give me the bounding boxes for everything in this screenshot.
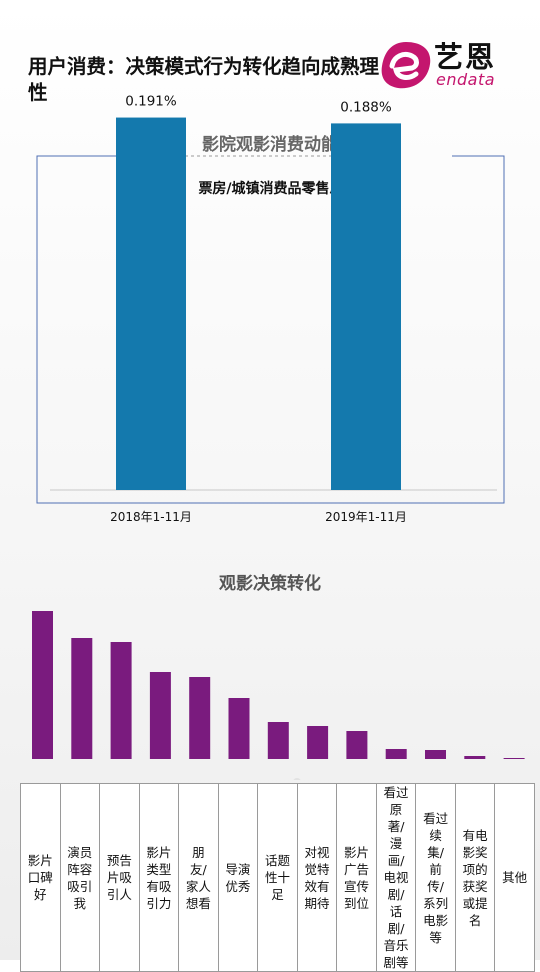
- factor-label-text: 看过原著/漫画/电视剧/话剧/音乐剧等: [383, 785, 409, 970]
- logo-chinese-text: 艺恩: [434, 40, 497, 74]
- factor-label-row: 影片口碑好 演员阵容吸引我 预告片吸引人 影片类型有吸引力 朋友/家人想看 导演优秀 话题性…: [20, 783, 535, 972]
- decision-factor-table: 影片口碑好 演员阵容吸引我 预告片吸引人 影片类型有吸引力 朋友/家人想看 导演优秀 话题性…: [20, 783, 535, 972]
- factor-label-text: 预告片吸引人: [106, 853, 132, 902]
- decision-factors-chart: [32, 611, 525, 780]
- factor-label-text: 话题性十足: [264, 853, 290, 902]
- factor-label-text: 看过续集/前传/系列电影等: [423, 810, 449, 945]
- factor-label-text: 影片口碑好: [27, 853, 53, 902]
- factor-bar-9: [346, 731, 368, 759]
- endata-logo-icon: [381, 42, 431, 89]
- factor-label-text: 影片广告宣传到位: [344, 844, 370, 911]
- factor-label-text: 有电影奖项的获奖或提名: [462, 827, 488, 928]
- factor-bar-8: [307, 726, 329, 759]
- logo-english-text: endata: [436, 70, 496, 89]
- factor-label-text: 其他: [502, 870, 528, 885]
- category-label-1: 2018年1-11月: [110, 510, 192, 524]
- section1-title: 影院观影消费动能: [202, 135, 338, 155]
- chart-frame: [36, 155, 505, 504]
- factor-label-7: 话题性十足: [257, 783, 298, 972]
- consumption-ratio-chart: 票房/城镇消费品零售总额 0.191% 2018年1-11月 0.188% 2019年…: [36, 94, 505, 524]
- factor-bar-3: [110, 642, 132, 759]
- factor-bar-2: [71, 638, 93, 759]
- bar-1: [116, 117, 186, 491]
- factor-label-5: 朋友/家人想看: [178, 783, 219, 972]
- factor-label-9: 影片广告宣传到位: [336, 783, 377, 972]
- bar-2: [331, 123, 401, 491]
- decorative-dot: [293, 778, 301, 780]
- factor-label-2: 演员阵容吸引我: [59, 783, 101, 972]
- factor-label-text: 影片类型有吸引力: [146, 844, 172, 911]
- factor-label-text: 演员阵容吸引我: [67, 844, 93, 911]
- factor-label-6: 导演优秀: [217, 783, 259, 972]
- factor-bar-1: [32, 611, 53, 759]
- factor-bar-12: [464, 756, 486, 759]
- section2-title: 观影决策转化: [219, 574, 321, 594]
- factor-label-1: 影片口碑好: [20, 783, 61, 972]
- factor-label-10: 看过原著/漫画/电视剧/话剧/音乐剧等: [375, 783, 417, 972]
- factor-bar-4: [149, 672, 171, 759]
- page-title: 用户消费：决策模式行为转化趋向成熟理性: [28, 55, 380, 104]
- factor-label-3: 预告片吸引人: [99, 783, 140, 972]
- factor-label-11: 看过续集/前传/系列电影等: [415, 783, 456, 972]
- chart-title: 票房/城镇消费品零售总额: [198, 180, 357, 197]
- value-label-2: 0.188%: [340, 99, 392, 115]
- factor-label-12: 有电影奖项的获奖或提名: [454, 783, 496, 972]
- factor-label-text: 导演优秀: [225, 861, 251, 894]
- factor-bar-11: [425, 750, 446, 759]
- factor-bar-5: [189, 677, 211, 759]
- factor-bar-10: [385, 749, 407, 759]
- factor-label-8: 对视觉特效有期待: [296, 783, 338, 972]
- factor-bar-13: [503, 758, 525, 759]
- factor-bar-7: [267, 722, 289, 759]
- factor-label-text: 朋友/家人想看: [185, 844, 211, 911]
- factor-label-text: 对视觉特效有期待: [304, 844, 330, 911]
- factor-label-4: 影片类型有吸引力: [138, 783, 180, 972]
- factor-label-13: 其他: [494, 783, 535, 972]
- category-label-2: 2019年1-11月: [325, 510, 407, 524]
- factor-bar-6: [228, 698, 250, 759]
- endata-logo: 艺恩 endata: [378, 36, 518, 96]
- value-label-1: 0.191%: [125, 94, 177, 110]
